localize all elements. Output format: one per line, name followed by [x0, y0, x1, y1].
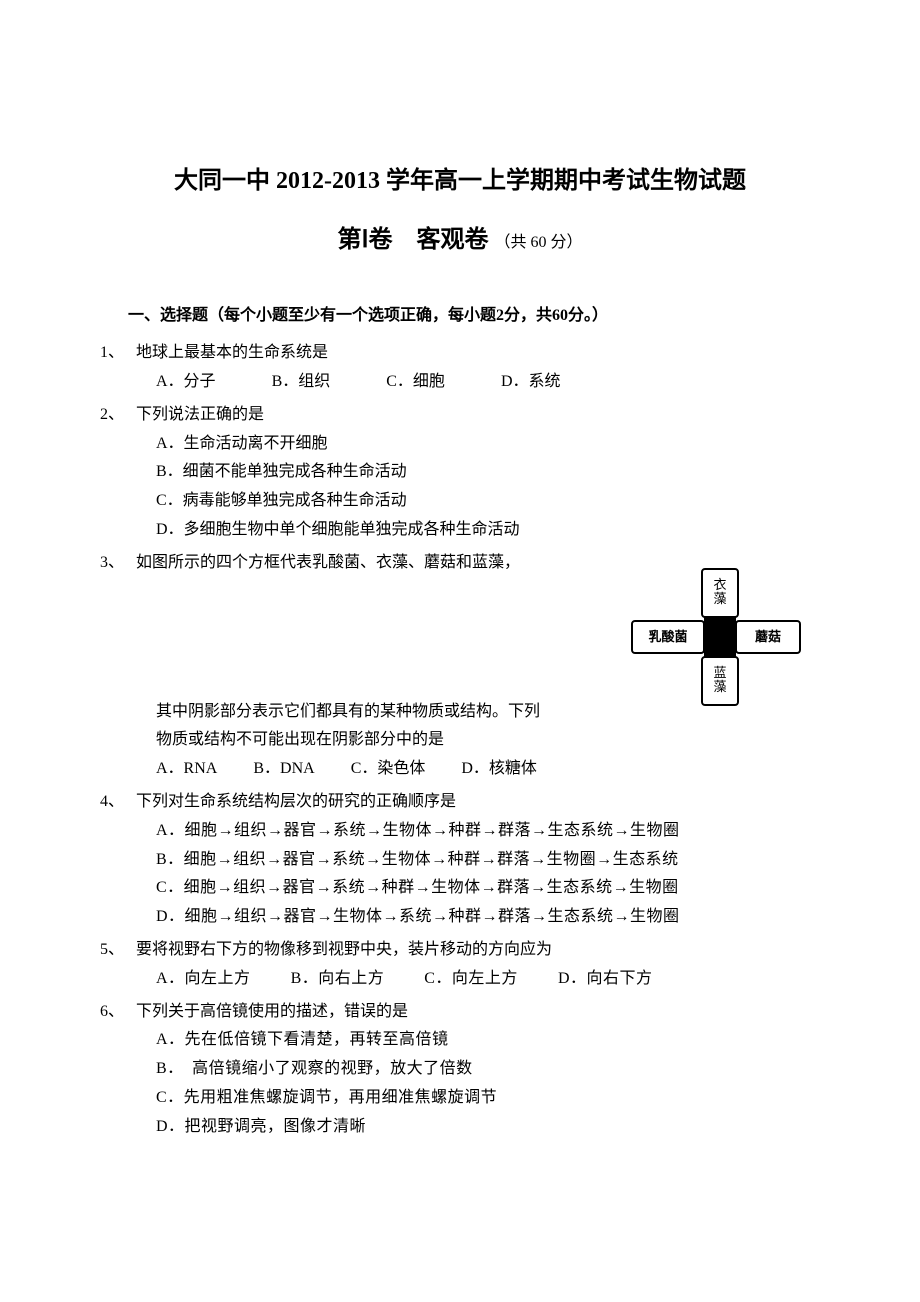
q4-option-d: D．细胞→组织→器官→生物体→系统→种群→群落→生态系统→生物圈	[156, 903, 820, 932]
q4-number: 4、	[100, 788, 136, 817]
diagram-left-label: 乳酸菌	[648, 629, 687, 644]
diagram-bottom-label: 蓝	[713, 665, 726, 680]
question-5: 5、 要将视野右下方的物像移到视野中央，装片移动的方向应为 A．向左上方 B．向…	[100, 936, 820, 994]
q3-diagram: 衣 藻 乳酸菌 蘑菇 蓝 藻	[620, 559, 820, 730]
q3-option-d: D．核糖体	[461, 755, 537, 784]
question-4: 4、 下列对生命系统结构层次的研究的正确顺序是 A．细胞→组织→器官→系统→生物…	[100, 788, 820, 932]
q2-option-c: C．病毒能够单独完成各种生命活动	[156, 487, 820, 516]
question-2: 2、 下列说法正确的是 A．生命活动离不开细胞 B．细菌不能单独完成各种生命活动…	[100, 401, 820, 545]
diagram-top-label: 衣	[713, 577, 726, 592]
q6-option-a: A．先在低倍镜下看清楚，再转至高倍镜	[156, 1026, 820, 1055]
q4-stem: 下列对生命系统结构层次的研究的正确顺序是	[136, 788, 820, 817]
q3-number: 3、	[100, 549, 136, 578]
page-title: 大同一中 2012-2013 学年高一上学期期中考试生物试题	[100, 160, 820, 203]
q4-option-a: A．细胞→组织→器官→系统→生物体→种群→群落→生态系统→生物圈	[156, 817, 820, 846]
diagram-right-label: 蘑菇	[755, 629, 781, 644]
q3-option-c: C．染色体	[351, 755, 426, 784]
q1-option-a: A．分子	[156, 368, 216, 397]
q1-number: 1、	[100, 339, 136, 368]
q5-option-d: D．向右下方	[558, 965, 653, 994]
q3-option-a: A．RNA	[156, 755, 217, 784]
q5-option-a: A．向左上方	[156, 965, 251, 994]
subtitle-main: 第Ⅰ卷 客观卷	[337, 227, 488, 253]
q6-option-d: D．把视野调亮，图像才清晰	[156, 1113, 820, 1142]
question-6: 6、 下列关于高倍镜使用的描述，错误的是 A．先在低倍镜下看清楚，再转至高倍镜 …	[100, 998, 820, 1142]
q1-option-d: D．系统	[501, 368, 561, 397]
q1-option-c: C．细胞	[386, 368, 445, 397]
question-3: 3、 如图所示的四个方框代表乳酸菌、衣藻、蘑菇和蓝藻， 衣 藻 乳酸菌 蘑菇 蓝…	[100, 549, 820, 784]
question-1: 1、 地球上最基本的生命系统是 A．分子 B．组织 C．细胞 D．系统	[100, 339, 820, 397]
q2-option-d: D．多细胞生物中单个细胞能单独完成各种生命活动	[156, 516, 820, 545]
q4-option-b: B．细胞→组织→器官→系统→生物体→种群→群落→生物圈→生态系统	[156, 846, 820, 875]
venn-diagram-icon: 衣 藻 乳酸菌 蘑菇 蓝 藻	[620, 559, 820, 719]
subtitle-score: （共 60 分）	[495, 234, 583, 251]
svg-text:藻: 藻	[713, 591, 726, 606]
q3-inner-2: 物质或结构不可能出现在阴影部分中的是	[100, 726, 820, 755]
q2-option-b: B．细菌不能单独完成各种生命活动	[156, 458, 820, 487]
q3-option-b: B．DNA	[253, 755, 314, 784]
q6-stem: 下列关于高倍镜使用的描述，错误的是	[136, 998, 820, 1027]
page-subtitle: 第Ⅰ卷 客观卷 （共 60 分）	[100, 219, 820, 262]
q1-stem: 地球上最基本的生命系统是	[136, 339, 820, 368]
q1-option-b: B．组织	[272, 368, 331, 397]
q6-number: 6、	[100, 998, 136, 1027]
q5-option-b: B．向右上方	[291, 965, 385, 994]
q2-number: 2、	[100, 401, 136, 430]
q6-option-b: B． 高倍镜缩小了观察的视野，放大了倍数	[156, 1055, 820, 1084]
q2-option-a: A．生命活动离不开细胞	[156, 430, 820, 459]
svg-text:藻: 藻	[713, 679, 726, 694]
q2-stem: 下列说法正确的是	[136, 401, 820, 430]
q5-stem: 要将视野右下方的物像移到视野中央，装片移动的方向应为	[136, 936, 820, 965]
diagram-shadow	[704, 617, 736, 657]
section-header: 一、选择题（每个小题至少有一个选项正确，每小题2分，共60分。）	[100, 302, 820, 331]
q4-option-c: C．细胞→组织→器官→系统→种群→生物体→群落→生态系统→生物圈	[156, 874, 820, 903]
q5-option-c: C．向左上方	[424, 965, 518, 994]
q6-option-c: C．先用粗准焦螺旋调节，再用细准焦螺旋调节	[156, 1084, 820, 1113]
q5-number: 5、	[100, 936, 136, 965]
